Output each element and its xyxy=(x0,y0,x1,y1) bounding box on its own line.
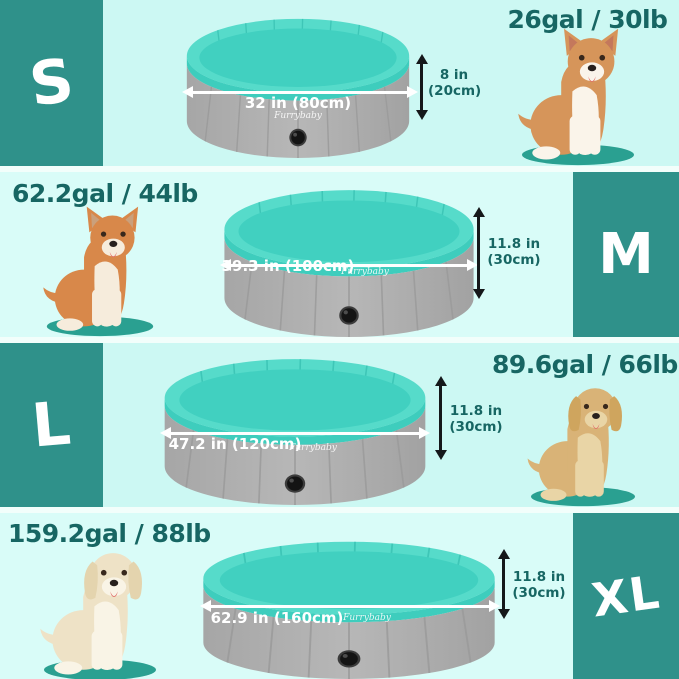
width-arrow xyxy=(160,427,430,439)
size-badge-s: S xyxy=(0,0,103,166)
capacity-label: 26gal / 30lb xyxy=(507,5,668,34)
size-badge-m: M xyxy=(573,172,679,337)
height-cm: (30cm) xyxy=(487,252,541,269)
height-arrow xyxy=(473,207,484,299)
height-dimension-label: 11.8 in (30cm) xyxy=(485,236,543,268)
row-size-l: L 47.2 in (120cm) Furrybaby 11.8 in (30c… xyxy=(0,343,679,507)
size-letter-l: L xyxy=(29,388,74,462)
width-dimension-label: 32 in (80cm) xyxy=(244,94,352,112)
height-cm: (30cm) xyxy=(512,585,566,602)
row-size-m: 62.2gal / 44lb 39.3 in (100cm) Furrybaby… xyxy=(0,172,679,337)
row-size-xl: 159.2gal / 88lb 62.9 in (160cm) Furrybab… xyxy=(0,513,679,679)
height-dimension-label: 11.8 in (30cm) xyxy=(510,569,568,601)
size-badge-xl: XL xyxy=(573,513,679,679)
height-arrow xyxy=(416,54,427,120)
height-inches: 11.8 in xyxy=(512,569,566,585)
pool-image-s xyxy=(182,12,414,158)
size-badge-l: L xyxy=(0,343,103,507)
size-letter-xl: XL xyxy=(588,564,664,628)
height-inches: 8 in xyxy=(439,67,469,83)
corgi-dog-image xyxy=(512,26,644,166)
width-arrow xyxy=(200,600,500,612)
width-dimension-label: 62.9 in (160cm) xyxy=(210,609,344,627)
height-cm: (30cm) xyxy=(449,419,503,436)
height-arrow xyxy=(498,549,509,619)
capacity-label: 62.2gal / 44lb xyxy=(12,179,198,208)
row-size-s: S 32 in (80cm) Furrybaby 8 in (20cm) 26g… xyxy=(0,0,679,166)
brand-logo-text: Furrybaby xyxy=(274,111,322,121)
height-inches: 11.8 in xyxy=(487,236,541,252)
width-arrow xyxy=(182,86,418,98)
labrador-dog-image xyxy=(34,541,166,679)
golden-retriever-dog-image xyxy=(518,377,648,507)
height-dimension-label: 8 in (20cm) xyxy=(428,67,482,100)
width-arrow xyxy=(220,259,478,271)
width-dimension-label: 47.2 in (120cm) xyxy=(168,435,302,453)
brand-logo-text: Furrybaby xyxy=(341,267,389,277)
brand-logo-text: Furrybaby xyxy=(343,613,391,623)
capacity-label: 89.6gal / 66lb xyxy=(492,350,678,379)
shiba-inu-dog-image xyxy=(36,204,164,337)
height-cm: (20cm) xyxy=(428,83,482,100)
pool-image-l xyxy=(159,352,431,505)
capacity-label: 159.2gal / 88lb xyxy=(8,519,211,548)
size-letter-s: S xyxy=(25,45,78,121)
height-inches: 11.8 in xyxy=(449,403,503,419)
size-letter-m: M xyxy=(598,222,654,287)
brand-logo-text: Furrybaby xyxy=(289,443,337,453)
height-arrow xyxy=(435,376,446,460)
height-dimension-label: 11.8 in (30cm) xyxy=(447,403,505,435)
width-dimension-label: 39.3 in (100cm) xyxy=(221,257,355,275)
